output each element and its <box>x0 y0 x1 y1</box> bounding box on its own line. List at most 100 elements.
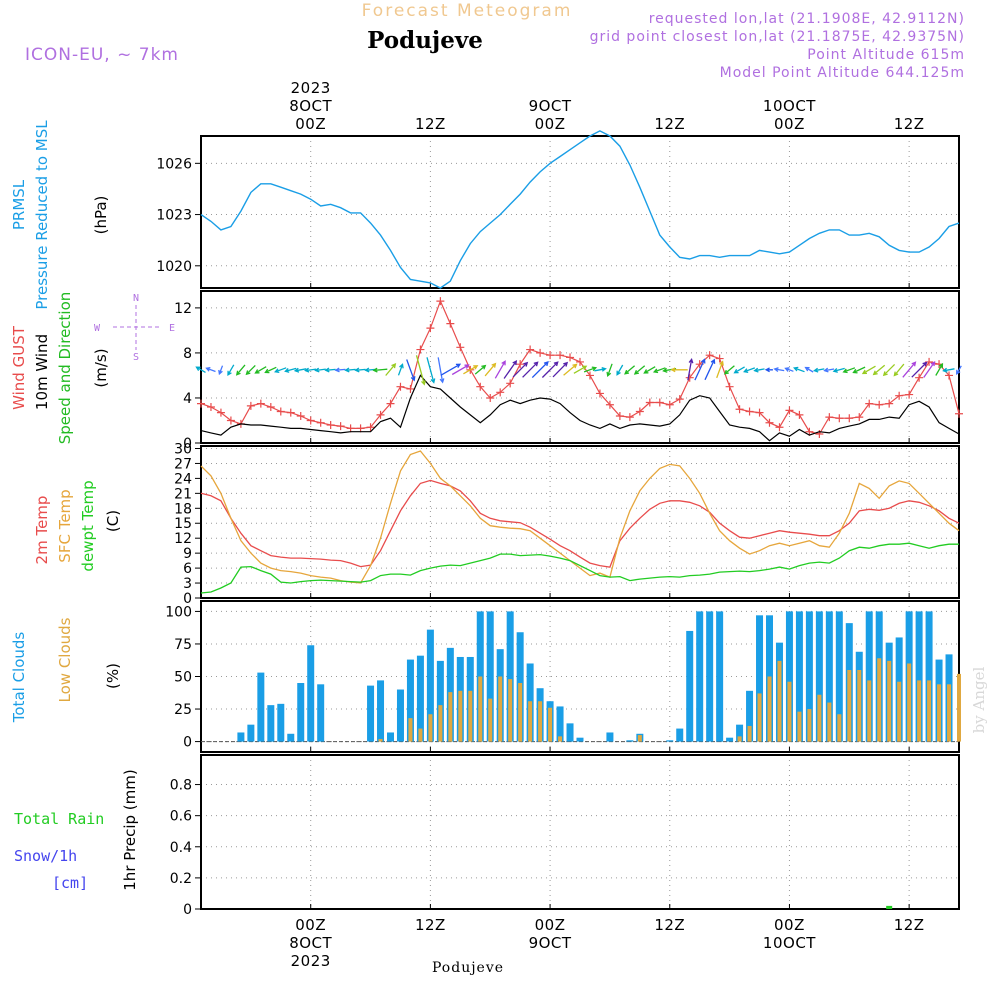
wind-direction-arrow <box>437 357 445 384</box>
wind-label: 10m Wind <box>33 334 51 410</box>
wind-direction-arrow <box>264 366 277 374</box>
wind-direction-arrow <box>218 365 224 376</box>
wind-direction-arrow <box>902 361 917 378</box>
gust-marker <box>376 410 385 419</box>
total-rain-legend: Total Rain <box>14 810 104 828</box>
gust-marker <box>805 427 814 436</box>
top-axis-label: 12Z <box>894 115 925 133</box>
gust-marker <box>945 371 954 380</box>
gust-marker <box>556 351 565 360</box>
direction-label: Speed and Direction <box>56 292 74 445</box>
gust-marker <box>735 405 744 414</box>
low-clouds-bar <box>378 738 383 742</box>
wind-direction-arrow <box>304 367 317 373</box>
total-clouds-bar <box>287 733 295 742</box>
bottom-axis-label: 12Z <box>654 916 685 934</box>
wind-direction-arrow <box>813 367 825 373</box>
low-clouds-bar <box>518 683 523 742</box>
wind-direction-arrow <box>406 359 416 382</box>
y-tick-label: 1026 <box>156 156 192 172</box>
wind-direction-arrow <box>716 360 724 379</box>
total-clouds-bar <box>486 611 494 742</box>
gust-marker <box>496 388 505 397</box>
bottom-axis-label: 9OCT <box>529 934 572 952</box>
gust-marker <box>206 402 215 411</box>
gust-marker <box>506 379 515 388</box>
gust-marker <box>715 354 724 363</box>
total-clouds-bar <box>387 732 394 742</box>
temp2m-line <box>200 479 960 568</box>
wind-direction-arrow <box>195 366 206 373</box>
wind-direction-arrow <box>694 358 706 381</box>
top-axis-label: 9OCT <box>529 97 572 115</box>
total-clouds-bar <box>666 740 674 742</box>
gust-marker <box>197 399 205 408</box>
snow-legend: Snow/1h <box>14 847 77 865</box>
location-title: Podujeve <box>367 27 483 54</box>
low-clouds-bar <box>957 673 961 742</box>
total-clouds-bar <box>426 629 434 742</box>
wind-direction-arrow <box>935 362 944 376</box>
wind-direction-arrow <box>643 366 656 374</box>
wind-direction-arrow <box>284 367 297 373</box>
bottom-axis-label: 10OCT <box>763 934 816 952</box>
gust-marker <box>875 400 884 409</box>
wind-direction-arrow <box>552 361 569 378</box>
compass-north: N <box>133 293 139 304</box>
prmsl-long-label: Pressure Reduced to MSL <box>33 120 51 310</box>
y-tick-label: 0.2 <box>170 871 192 887</box>
gust-marker <box>845 414 854 423</box>
gust-marker <box>366 423 375 432</box>
total-clouds-bar <box>726 737 734 742</box>
total-clouds-bar <box>706 611 714 742</box>
gust-marker <box>436 297 445 306</box>
wind-direction-arrow <box>704 358 716 381</box>
total-clouds-bar <box>805 611 813 742</box>
wind-direction-arrow <box>494 360 506 379</box>
low-clouds-bar <box>897 681 902 742</box>
gust-marker <box>526 345 535 354</box>
wind-direction-arrow <box>573 365 588 374</box>
wind-direction-arrow <box>733 366 745 374</box>
gust-marker <box>725 382 734 391</box>
gust-marker <box>226 416 235 425</box>
sfc-temp-label: SFC Temp <box>56 489 74 562</box>
gust-marker <box>276 407 285 416</box>
wind-direction-arrow <box>687 358 694 381</box>
low-clouds-bar <box>418 728 423 742</box>
gust-marker <box>645 398 654 407</box>
gust-marker <box>516 360 525 369</box>
low-clouds-bar <box>807 709 812 742</box>
low-clouds-bar <box>488 698 493 742</box>
top-axis-label: 2023 <box>291 79 331 97</box>
y-tick-label: 4 <box>183 391 192 407</box>
pressure-line <box>200 130 960 289</box>
top-axis-label: 10OCT <box>763 97 816 115</box>
bottom-axis-label: 2023 <box>291 952 331 970</box>
wind-direction-arrow <box>942 367 955 373</box>
y-tick-label: 100 <box>165 604 192 620</box>
low-clouds-bar <box>558 736 563 742</box>
low-clouds-bar <box>867 680 872 742</box>
total-clouds-bar <box>865 611 873 742</box>
prmsl-label: PRMSL <box>10 179 28 230</box>
gust-marker <box>396 382 405 391</box>
low-clouds-bar <box>538 701 543 742</box>
y-tick-label: 24 <box>174 471 192 487</box>
total-clouds-bar <box>396 689 404 742</box>
clouds-unit: (%) <box>104 663 122 689</box>
gust-marker <box>286 408 295 417</box>
wind-direction-arrow <box>723 365 735 375</box>
wind-direction-arrow <box>522 361 539 378</box>
wind-direction-arrow <box>923 360 936 378</box>
y-tick-label: 3 <box>183 576 192 592</box>
grid-point-coords: grid point closest lon,lat (21.1875E, 42… <box>590 29 965 45</box>
low-clouds-bar <box>408 718 413 742</box>
wind-direction-arrow <box>205 366 216 373</box>
wind-direction-arrow <box>254 366 267 374</box>
top-axis-label: 12Z <box>415 115 446 133</box>
total-clouds-bar <box>506 611 514 742</box>
gust-marker <box>595 389 604 398</box>
wind-direction-arrow <box>583 366 598 373</box>
